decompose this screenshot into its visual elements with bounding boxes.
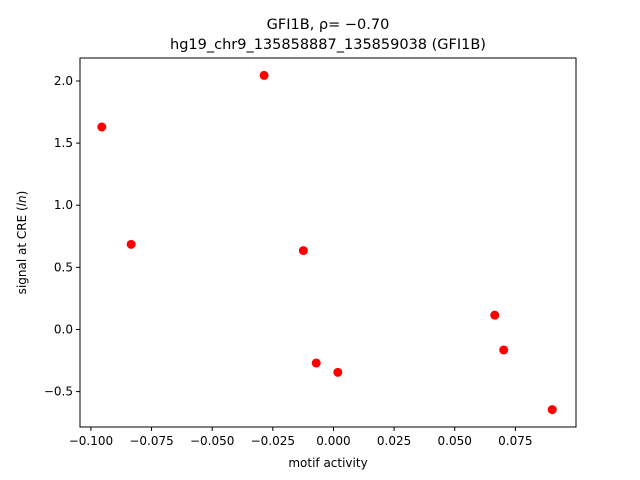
y-tick-label: 1.5: [54, 136, 73, 150]
y-axis-label: signal at CRE (ln): [15, 191, 29, 295]
x-tick-label: 0.025: [377, 434, 411, 448]
data-point: [490, 310, 500, 320]
x-tick-label: 0.000: [316, 434, 350, 448]
data-point: [499, 345, 509, 355]
x-tick-label: 0.075: [498, 434, 532, 448]
chart-title-line2: hg19_chr9_135858887_135859038 (GFI1B): [170, 37, 486, 53]
y-tick-label: 0.0: [54, 322, 73, 336]
y-axis-ticks: −0.5 0.0 0.5 1.0 1.5 2.0: [44, 74, 80, 399]
data-point: [547, 405, 557, 415]
data-point: [126, 239, 136, 249]
x-tick-label: −0.025: [251, 434, 295, 448]
data-points: [97, 70, 557, 415]
chart-title-line1: GFI1B, ρ= −0.70: [267, 17, 390, 33]
x-tick-label: −0.075: [129, 434, 173, 448]
y-tick-label: −0.5: [44, 385, 73, 399]
x-tick-label: 0.050: [438, 434, 472, 448]
data-point: [298, 246, 308, 256]
data-point: [97, 122, 107, 132]
y-tick-label: 2.0: [54, 74, 73, 88]
data-point: [333, 367, 343, 377]
x-axis-label: motif activity: [288, 456, 367, 470]
y-tick-label: 0.5: [54, 260, 73, 274]
x-tick-label: −0.050: [190, 434, 234, 448]
data-point: [259, 70, 269, 80]
x-tick-label: −0.100: [69, 434, 113, 448]
data-point: [311, 358, 321, 368]
plot-area-frame: [79, 57, 577, 428]
x-axis-ticks: −0.100 −0.075 −0.050 −0.025 0.000 0.025 0.050 0…: [69, 427, 533, 448]
y-tick-label: 1.0: [54, 198, 73, 212]
